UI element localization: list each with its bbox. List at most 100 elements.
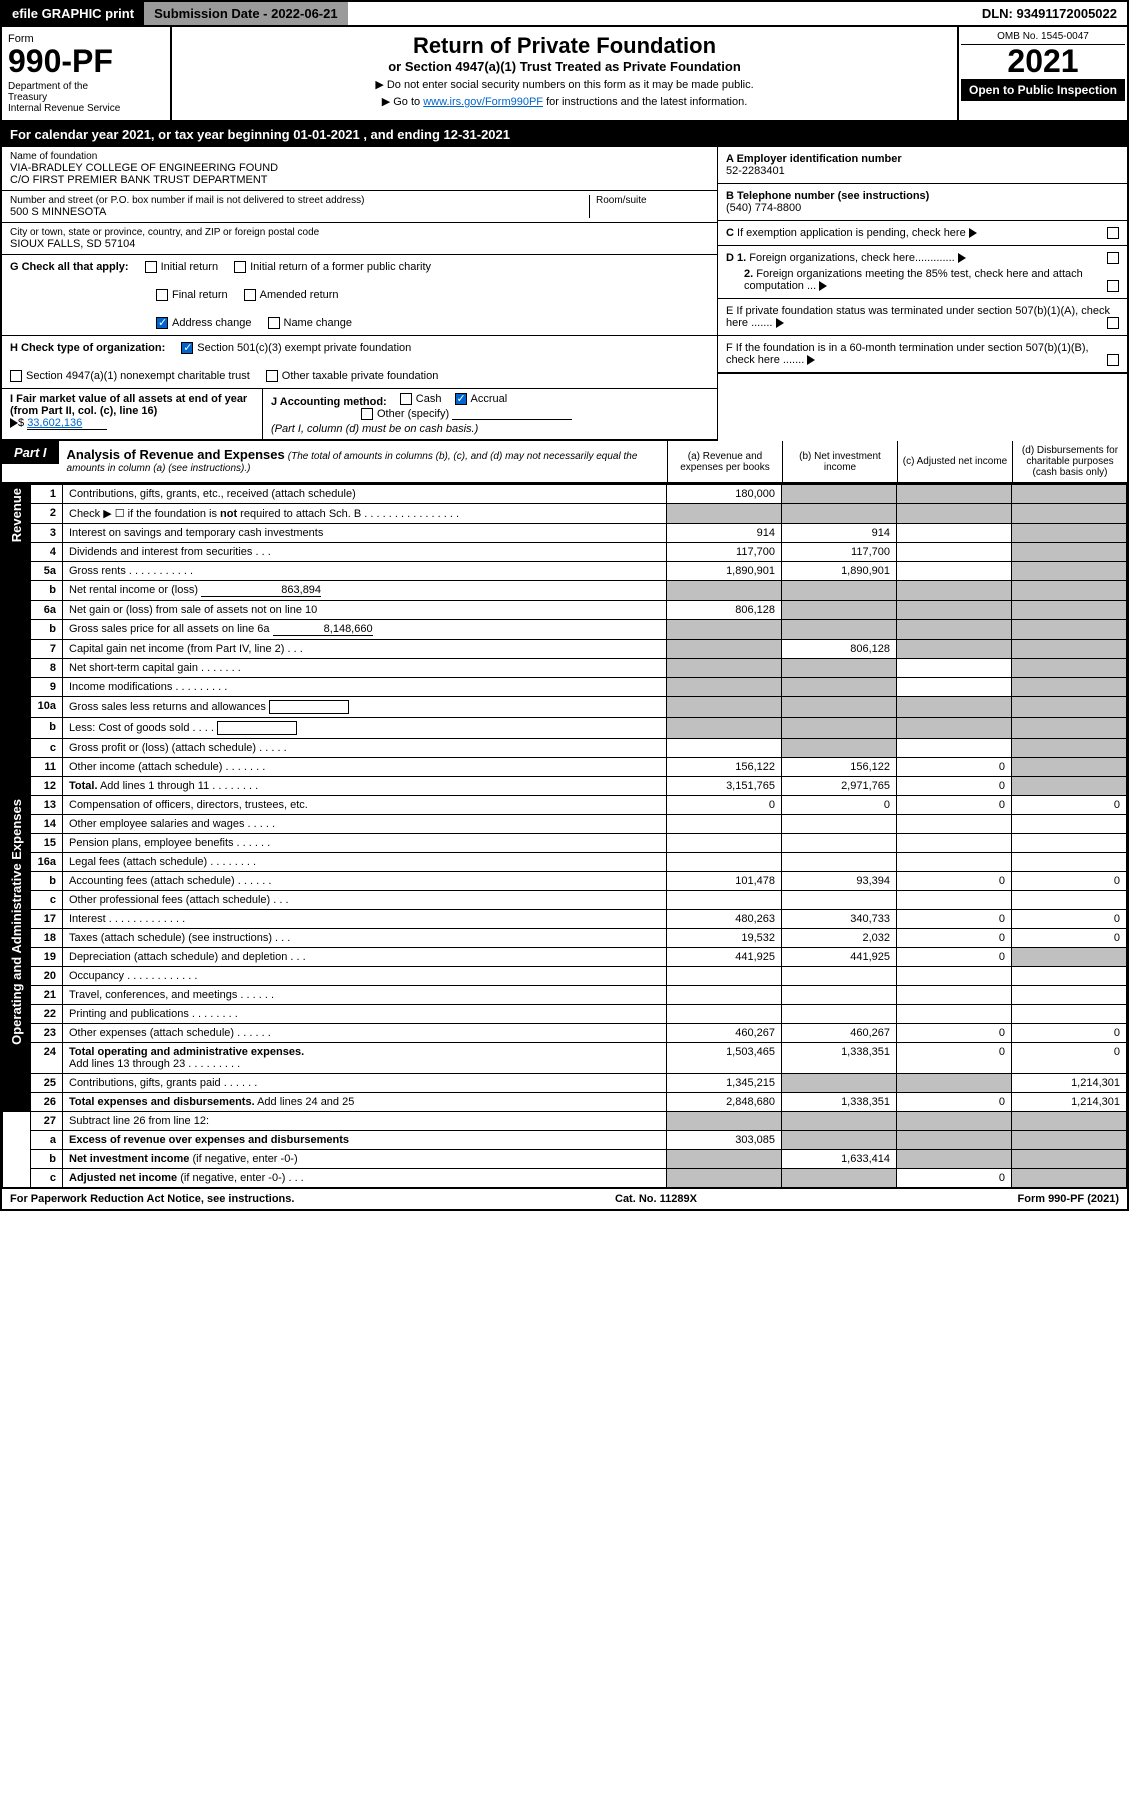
col-d-header: (d) Disbursements for charitable purpose… bbox=[1012, 441, 1127, 482]
chk-4947[interactable] bbox=[10, 370, 22, 382]
note-ssn: ▶ Do not enter social security numbers o… bbox=[182, 78, 947, 91]
ledger-row-14: 14 Other employee salaries and wages . .… bbox=[3, 815, 1127, 834]
chk-name-change[interactable] bbox=[268, 317, 280, 329]
chk-f[interactable] bbox=[1107, 354, 1119, 366]
city-cell: City or town, state or province, country… bbox=[2, 223, 717, 255]
section-f: F If the foundation is in a 60-month ter… bbox=[718, 336, 1127, 374]
row-desc: Interest . . . . . . . . . . . . . bbox=[63, 910, 667, 929]
val-b bbox=[782, 739, 897, 758]
val-a: 303,085 bbox=[667, 1131, 782, 1150]
val-b bbox=[782, 834, 897, 853]
ledger-row-15: 15 Pension plans, employee benefits . . … bbox=[3, 834, 1127, 853]
arrow-icon bbox=[958, 253, 966, 263]
row-num: a bbox=[31, 1131, 63, 1150]
chk-final[interactable] bbox=[156, 289, 168, 301]
ledger-row-19: 19 Depreciation (attach schedule) and de… bbox=[3, 948, 1127, 967]
chk-d2[interactable] bbox=[1107, 280, 1119, 292]
val-a bbox=[667, 678, 782, 697]
val-d bbox=[1012, 620, 1127, 640]
val-a: 460,267 bbox=[667, 1024, 782, 1043]
chk-c[interactable] bbox=[1107, 227, 1119, 239]
chk-501c3[interactable] bbox=[181, 342, 193, 354]
ledger-row-4: 4 Dividends and interest from securities… bbox=[3, 543, 1127, 562]
val-a bbox=[667, 581, 782, 601]
row-desc: Gross rents . . . . . . . . . . . bbox=[63, 562, 667, 581]
chk-amended[interactable] bbox=[244, 289, 256, 301]
chk-d1[interactable] bbox=[1107, 252, 1119, 264]
row-desc: Compensation of officers, directors, tru… bbox=[63, 796, 667, 815]
foundation-name-cell: Name of foundation VIA-BRADLEY COLLEGE O… bbox=[2, 147, 717, 191]
form-title: Return of Private Foundation bbox=[182, 33, 947, 59]
val-c bbox=[897, 1074, 1012, 1093]
ledger-row-16a: 16a Legal fees (attach schedule) . . . .… bbox=[3, 853, 1127, 872]
val-c bbox=[897, 834, 1012, 853]
row-desc: Other employee salaries and wages . . . … bbox=[63, 815, 667, 834]
row-desc: Travel, conferences, and meetings . . . … bbox=[63, 986, 667, 1005]
val-c bbox=[897, 543, 1012, 562]
val-d bbox=[1012, 601, 1127, 620]
val-d: 0 bbox=[1012, 1043, 1127, 1074]
phone-cell: B Telephone number (see instructions) (5… bbox=[718, 184, 1127, 221]
row-num: 6a bbox=[31, 601, 63, 620]
row-desc: Capital gain net income (from Part IV, l… bbox=[63, 640, 667, 659]
val-c bbox=[897, 504, 1012, 524]
val-b bbox=[782, 1169, 897, 1188]
val-d: 0 bbox=[1012, 796, 1127, 815]
chk-accrual[interactable] bbox=[455, 393, 467, 405]
val-d: 1,214,301 bbox=[1012, 1093, 1127, 1112]
val-b bbox=[782, 1005, 897, 1024]
val-b bbox=[782, 891, 897, 910]
submission-date: Submission Date - 2022-06-21 bbox=[144, 2, 348, 25]
col-a-header: (a) Revenue and expenses per books bbox=[667, 441, 782, 482]
row-num: 14 bbox=[31, 815, 63, 834]
val-a bbox=[667, 891, 782, 910]
val-d bbox=[1012, 1005, 1127, 1024]
val-b: 1,890,901 bbox=[782, 562, 897, 581]
dept-label: Department of theTreasuryInternal Revenu… bbox=[8, 81, 164, 114]
fmv-value[interactable]: 33,602,136 bbox=[27, 417, 107, 430]
val-a bbox=[667, 986, 782, 1005]
val-d bbox=[1012, 986, 1127, 1005]
year-box: OMB No. 1545-0047 2021 Open to Public In… bbox=[957, 27, 1127, 120]
val-b bbox=[782, 485, 897, 504]
val-a: 101,478 bbox=[667, 872, 782, 891]
val-b bbox=[782, 967, 897, 986]
ledger-row-22: 22 Printing and publications . . . . . .… bbox=[3, 1005, 1127, 1024]
val-d bbox=[1012, 891, 1127, 910]
val-b: 93,394 bbox=[782, 872, 897, 891]
chk-e[interactable] bbox=[1107, 317, 1119, 329]
val-c bbox=[897, 853, 1012, 872]
row-desc: Subtract line 26 from line 12: bbox=[63, 1112, 667, 1131]
chk-initial[interactable] bbox=[145, 261, 157, 273]
chk-cash[interactable] bbox=[400, 393, 412, 405]
val-c bbox=[897, 678, 1012, 697]
form-number: 990-PF bbox=[8, 45, 164, 77]
row-num: c bbox=[31, 891, 63, 910]
val-d bbox=[1012, 562, 1127, 581]
val-d bbox=[1012, 659, 1127, 678]
chk-addr-change[interactable] bbox=[156, 317, 168, 329]
col-b-header: (b) Net investment income bbox=[782, 441, 897, 482]
val-b: 1,633,414 bbox=[782, 1150, 897, 1169]
form-number-box: Form 990-PF Department of theTreasuryInt… bbox=[2, 27, 172, 120]
chk-initial-former[interactable] bbox=[234, 261, 246, 273]
val-d bbox=[1012, 718, 1127, 739]
val-a bbox=[667, 967, 782, 986]
irs-link[interactable]: www.irs.gov/Form990PF bbox=[423, 96, 543, 108]
row-num: 11 bbox=[31, 758, 63, 777]
row-desc: Net short-term capital gain . . . . . . … bbox=[63, 659, 667, 678]
val-a: 156,122 bbox=[667, 758, 782, 777]
val-b bbox=[782, 678, 897, 697]
val-a: 3,151,765 bbox=[667, 777, 782, 796]
val-a bbox=[667, 697, 782, 718]
val-a bbox=[667, 853, 782, 872]
ledger-row-8: 8 Net short-term capital gain . . . . . … bbox=[3, 659, 1127, 678]
val-c: 0 bbox=[897, 948, 1012, 967]
chk-other-method[interactable] bbox=[361, 408, 373, 420]
row-desc: Other professional fees (attach schedule… bbox=[63, 891, 667, 910]
val-d bbox=[1012, 1131, 1127, 1150]
val-b bbox=[782, 718, 897, 739]
form-ref: Form 990-PF (2021) bbox=[1018, 1193, 1120, 1205]
chk-other-taxable[interactable] bbox=[266, 370, 278, 382]
val-c bbox=[897, 562, 1012, 581]
